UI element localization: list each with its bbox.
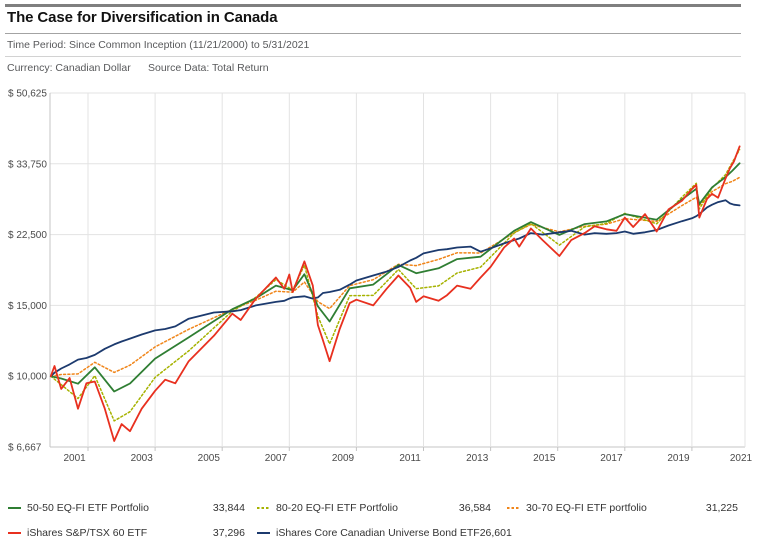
y-tick-label: $ 6,667 bbox=[8, 443, 42, 454]
x-tick-label: 2013 bbox=[466, 453, 489, 464]
x-tick-label: 2015 bbox=[533, 453, 556, 464]
accent-bar bbox=[5, 4, 741, 7]
x-tick-label: 2007 bbox=[265, 453, 288, 464]
x-tick-label: 2005 bbox=[198, 453, 221, 464]
legend-label: 50-50 EQ-FI ETF Portfolio bbox=[27, 502, 149, 514]
legend-item-tsx60: iShares S&P/TSX 60 ETF 37,296 bbox=[8, 526, 245, 540]
legend-swatch-bond bbox=[257, 532, 270, 534]
x-tick-label: 2019 bbox=[667, 453, 690, 464]
legend-value: 26,601 bbox=[479, 527, 512, 539]
y-tick-label: $ 10,000 bbox=[8, 372, 47, 383]
legend-label: 80-20 EQ-FI ETF Portfolio bbox=[276, 502, 398, 514]
time-period-label: Time Period: Since Common Inception (11/… bbox=[7, 39, 310, 51]
legend-value: 33,844 bbox=[212, 502, 245, 514]
legend-swatch-80-20 bbox=[257, 507, 270, 509]
legend-value: 37,296 bbox=[212, 527, 245, 539]
y-tick-label: $ 50,625 bbox=[8, 89, 47, 100]
legend-item-bond: iShares Core Canadian Universe Bond ETF … bbox=[257, 526, 512, 540]
legend-item-30-70: 30-70 EQ-FI ETF portfolio 31,225 bbox=[507, 501, 738, 515]
page-title: The Case for Diversification in Canada bbox=[7, 9, 278, 26]
x-tick-label: 2011 bbox=[399, 453, 421, 464]
legend-swatch-tsx60 bbox=[8, 532, 21, 534]
x-tick-label: 2001 bbox=[63, 453, 86, 464]
legend-swatch-50-50 bbox=[8, 507, 21, 509]
series-line-3 bbox=[49, 145, 741, 442]
title-divider bbox=[5, 33, 741, 34]
legend-swatch-30-70 bbox=[507, 507, 520, 509]
legend-label: iShares Core Canadian Universe Bond ETF bbox=[276, 527, 480, 539]
legend-value: 31,225 bbox=[705, 502, 738, 514]
currency-label: Currency: Canadian Dollar bbox=[7, 62, 131, 74]
subheader-divider bbox=[5, 56, 741, 57]
series-line-2 bbox=[50, 176, 741, 377]
legend-label: 30-70 EQ-FI ETF portfolio bbox=[526, 502, 647, 514]
x-tick-label: 2009 bbox=[332, 453, 355, 464]
y-tick-label: $ 33,750 bbox=[8, 159, 47, 170]
series-line-4 bbox=[49, 199, 741, 378]
legend-label: iShares S&P/TSX 60 ETF bbox=[27, 527, 148, 539]
source-data-label: Source Data: Total Return bbox=[148, 62, 269, 74]
y-tick-label: $ 22,500 bbox=[8, 230, 47, 241]
series-line-0 bbox=[49, 162, 741, 393]
legend-item-50-50: 50-50 EQ-FI ETF Portfolio 33,844 bbox=[8, 501, 245, 515]
series-line-1 bbox=[50, 148, 741, 422]
x-tick-label: 2003 bbox=[131, 453, 154, 464]
x-tick-label: 2017 bbox=[600, 453, 623, 464]
x-tick-label: 2021 bbox=[730, 453, 753, 464]
y-tick-label: $ 15,000 bbox=[8, 301, 47, 312]
legend-item-80-20: 80-20 EQ-FI ETF Portfolio 36,584 bbox=[257, 501, 491, 515]
legend-value: 36,584 bbox=[458, 502, 491, 514]
